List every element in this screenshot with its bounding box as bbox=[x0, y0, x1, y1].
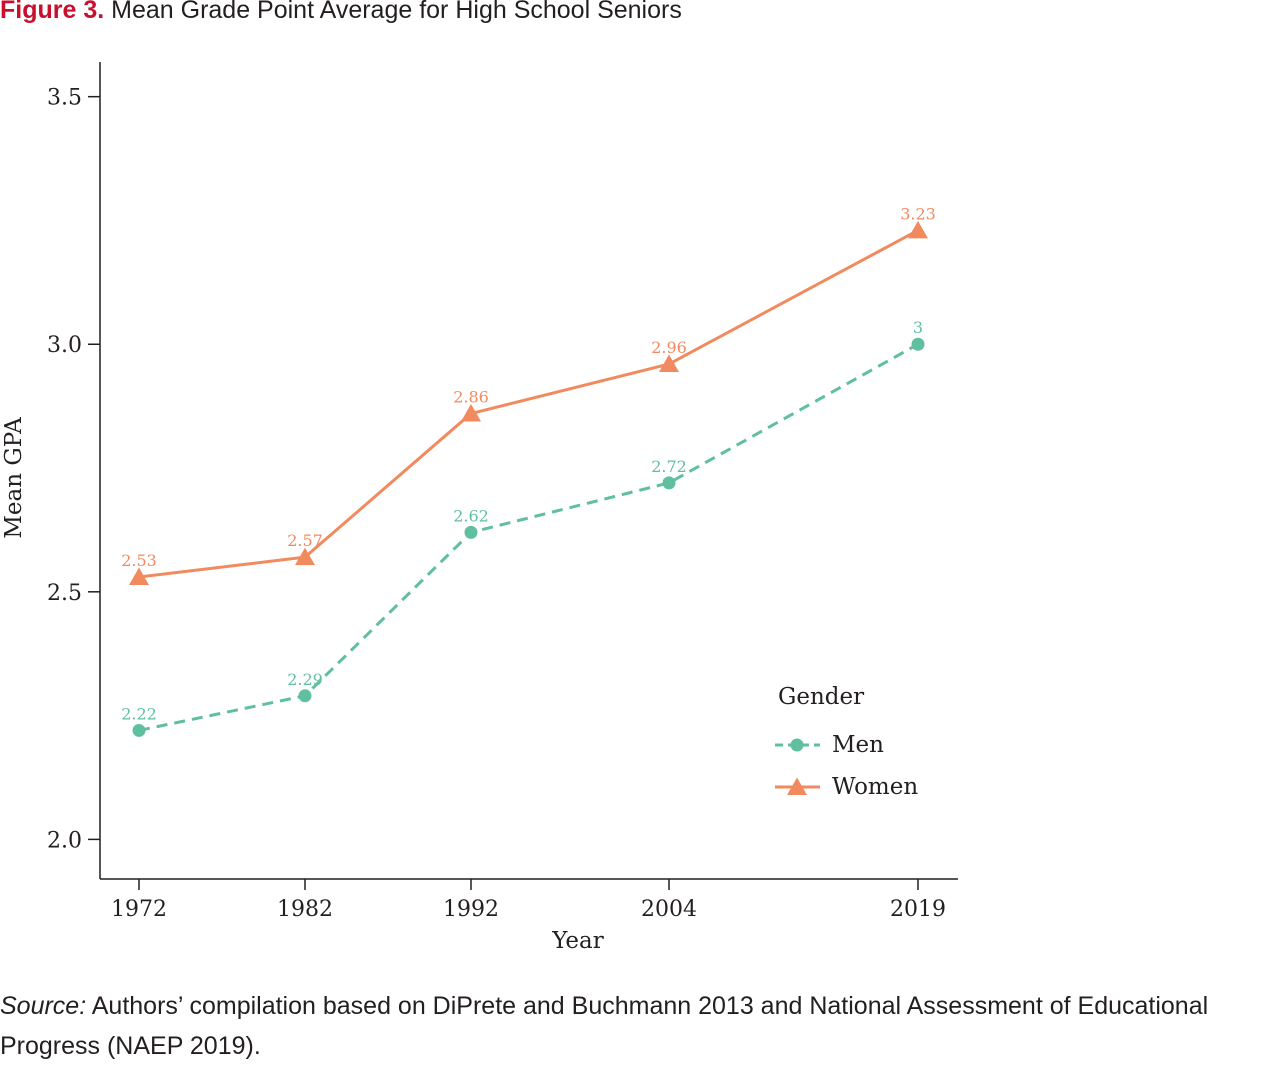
data-label-men: 2.72 bbox=[651, 457, 687, 476]
data-point-women bbox=[908, 220, 928, 239]
data-label-women: 2.53 bbox=[121, 551, 157, 570]
legend-label-men: Men bbox=[832, 732, 884, 758]
x-tick-label: 2004 bbox=[641, 897, 697, 922]
data-point-women bbox=[129, 567, 149, 585]
data-label-women: 2.57 bbox=[287, 531, 323, 550]
data-label-men: 2.29 bbox=[287, 670, 323, 689]
y-tick-label: 3.0 bbox=[47, 333, 82, 358]
y-tick-label: 2.5 bbox=[47, 581, 82, 606]
legend-label-women: Women bbox=[832, 774, 918, 800]
data-point-women bbox=[295, 547, 315, 566]
x-tick-label: 1992 bbox=[443, 897, 499, 922]
figure-label: Figure 3. bbox=[0, 0, 105, 24]
data-label-men: 2.22 bbox=[121, 704, 157, 723]
series-line-women bbox=[138, 229, 919, 579]
legend-marker-men bbox=[790, 738, 804, 752]
legend-item-men: Men bbox=[775, 732, 884, 758]
legend-marker-women bbox=[787, 777, 807, 795]
data-point-men bbox=[662, 476, 676, 490]
data-label-women: 2.96 bbox=[651, 338, 687, 357]
data-label-women: 2.86 bbox=[453, 388, 489, 407]
x-tick-label: 2019 bbox=[890, 897, 946, 922]
legend: Gender Men Women bbox=[775, 684, 918, 800]
y-axis: 2.0 2.5 3.0 3.5 bbox=[47, 62, 101, 879]
legend-title: Gender bbox=[778, 684, 864, 710]
data-point-men bbox=[298, 689, 312, 703]
x-axis: 1972 1982 1992 2004 2019 bbox=[100, 878, 958, 922]
source-note: Source: Authors’ compilation based on Di… bbox=[0, 986, 1280, 1066]
source-label: Source: bbox=[0, 992, 87, 1020]
data-point-women bbox=[659, 354, 679, 373]
y-tick-label: 2.0 bbox=[47, 828, 82, 853]
data-point-men bbox=[132, 723, 146, 737]
x-tick-label: 1982 bbox=[277, 897, 333, 922]
data-label-men: 2.62 bbox=[453, 506, 489, 525]
figure-title-text: Mean Grade Point Average for High School… bbox=[111, 0, 682, 24]
x-tick-label: 1972 bbox=[111, 897, 167, 922]
series-line-men bbox=[138, 342, 919, 732]
data-label-women: 3.23 bbox=[900, 204, 936, 223]
line-chart: 2.0 2.5 3.0 3.5 1972 1982 1992 2004 2019 Mean G… bbox=[1, 62, 958, 954]
data-label-men: 3 bbox=[913, 318, 923, 337]
y-tick-label: 3.5 bbox=[47, 86, 82, 111]
series-men: 2.22 2.29 2.62 2.72 3 bbox=[121, 318, 925, 737]
data-point-men bbox=[911, 337, 925, 351]
data-point-women bbox=[461, 404, 481, 422]
figure-title: Figure 3. Mean Grade Point Average for H… bbox=[0, 0, 682, 25]
legend-item-women: Women bbox=[775, 774, 918, 800]
plot-area: 2.22 2.29 2.62 2.72 3 2.53 2.57 2.86 2.96 3.23 bbox=[121, 204, 936, 737]
data-point-men bbox=[464, 525, 478, 539]
source-text: Authors’ compilation based on DiPrete an… bbox=[0, 992, 1209, 1060]
series-women: 2.53 2.57 2.86 2.96 3.23 bbox=[121, 204, 936, 585]
x-axis-title: Year bbox=[551, 928, 604, 954]
y-axis-title: Mean GPA bbox=[1, 417, 27, 539]
